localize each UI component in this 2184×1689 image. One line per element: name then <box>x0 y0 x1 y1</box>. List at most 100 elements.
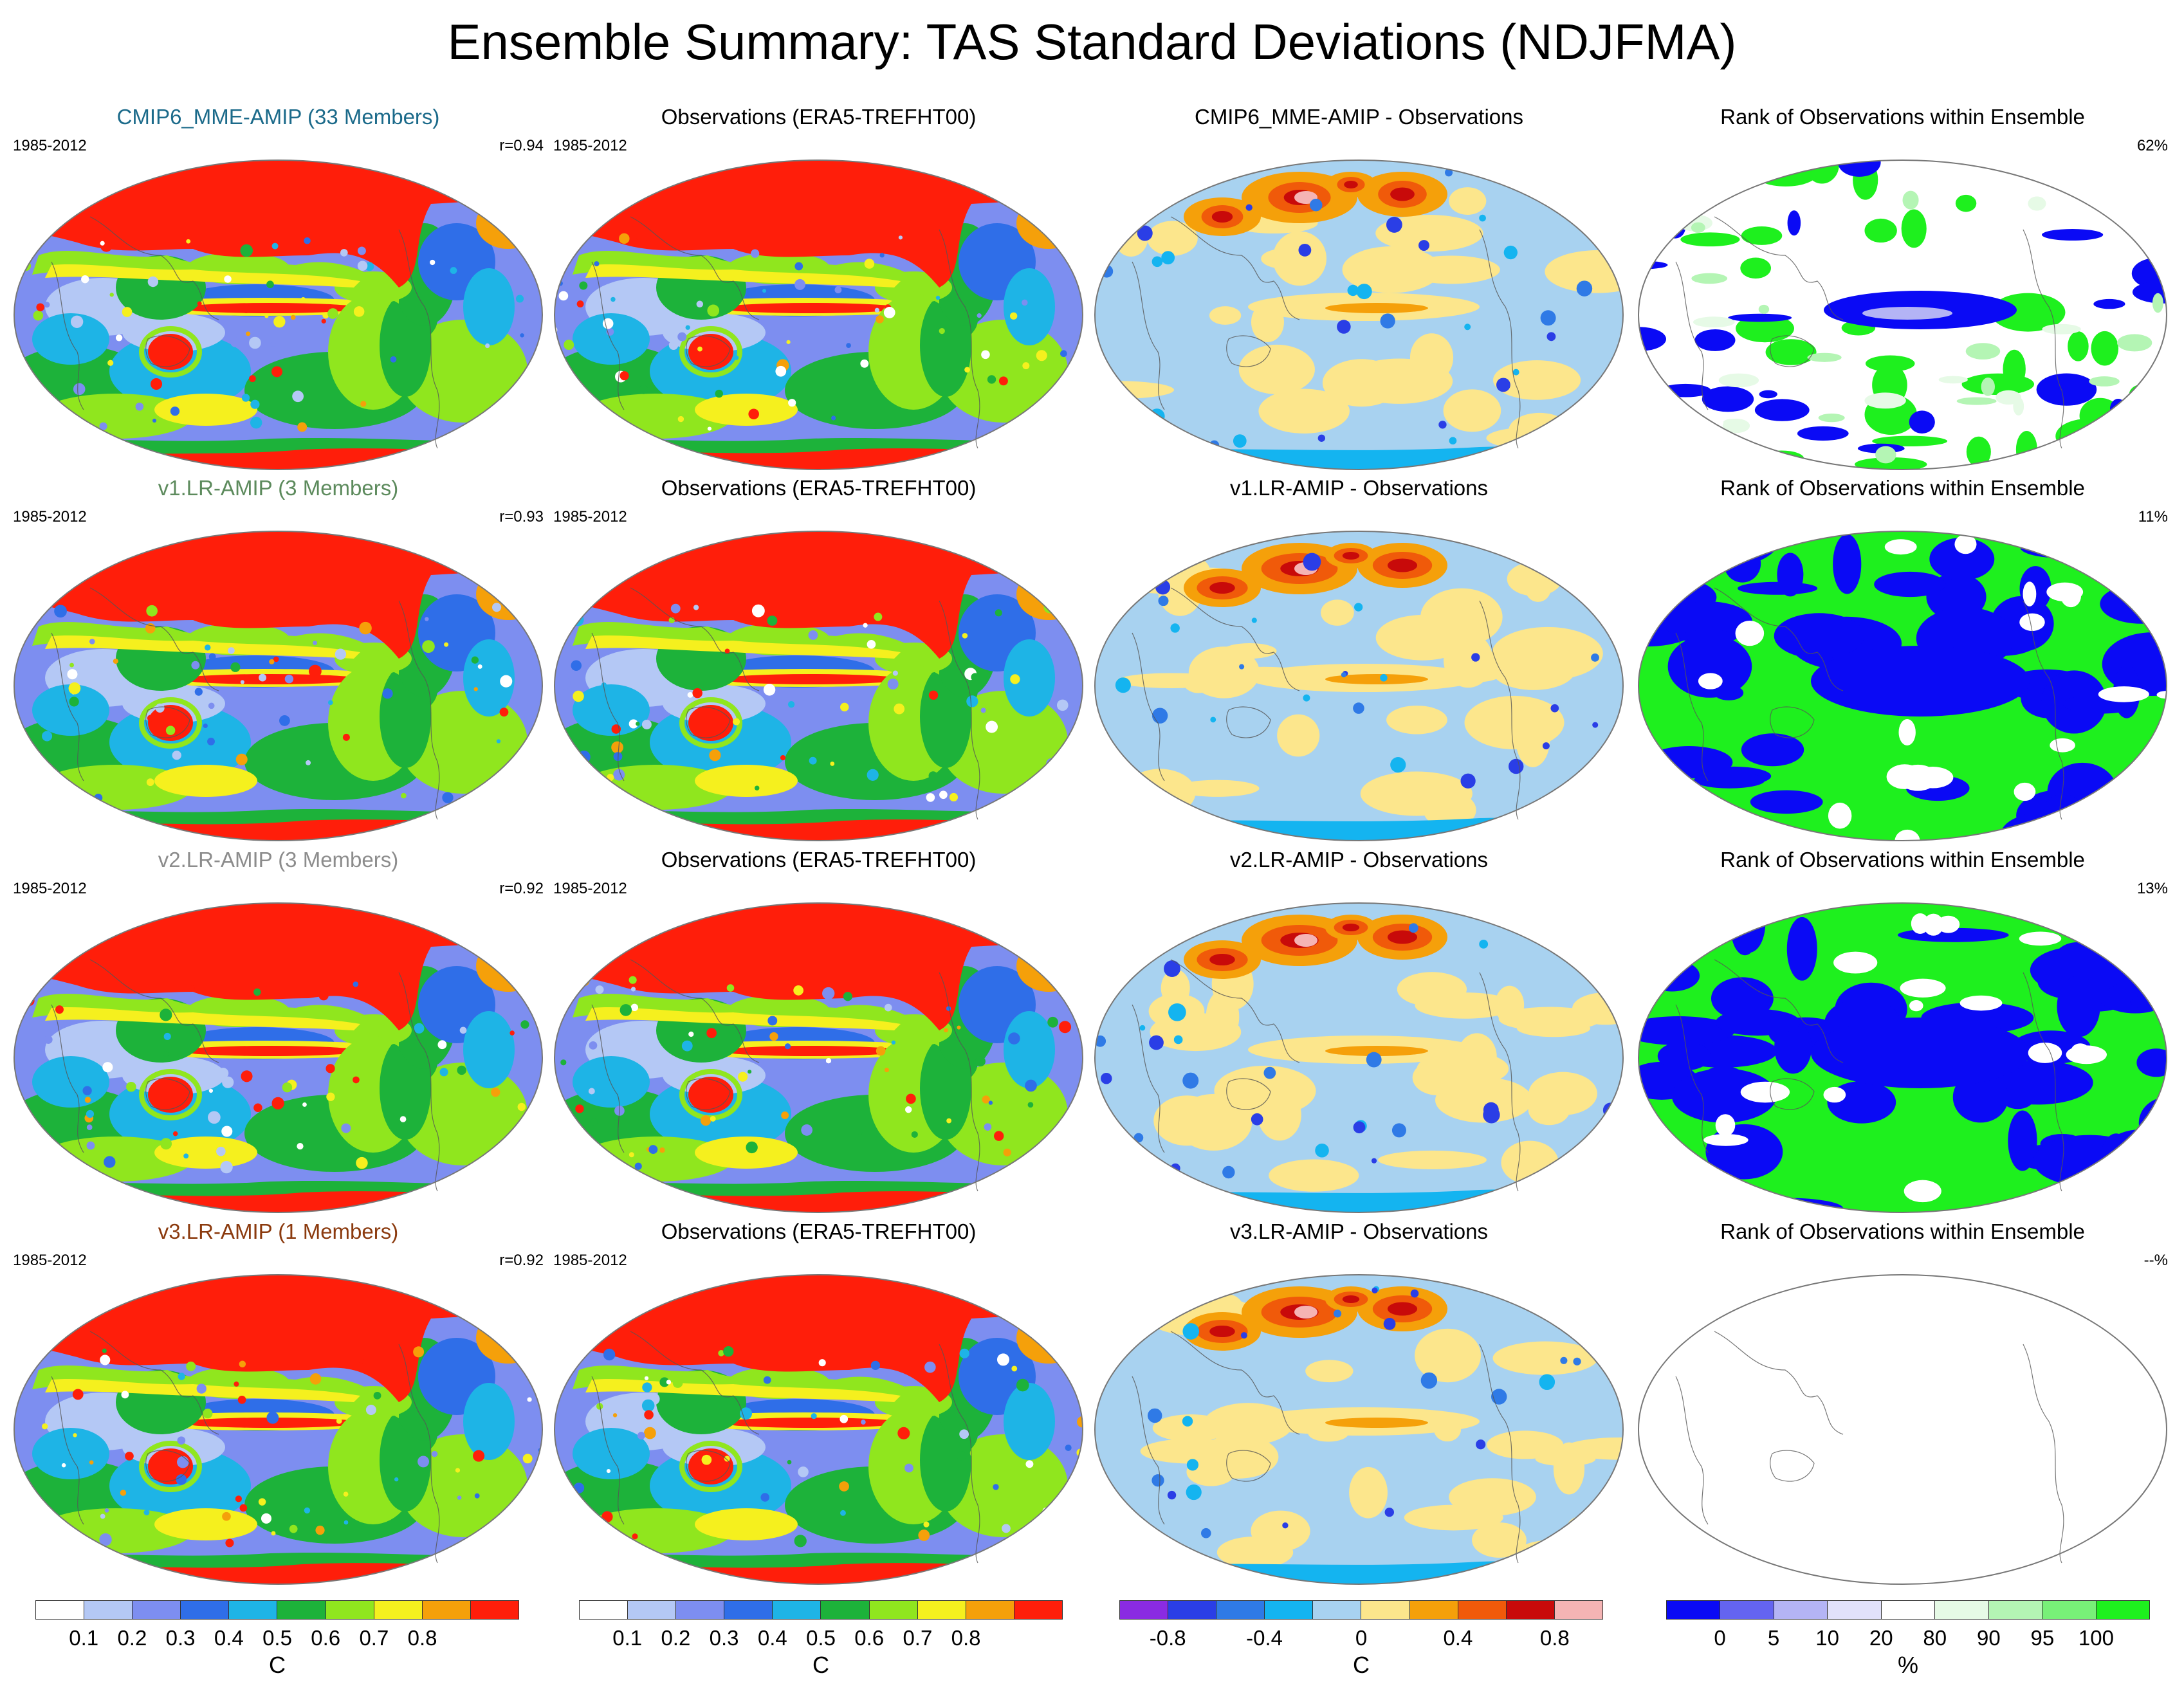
colorbar-3 <box>1666 1600 2150 1620</box>
model-std-map <box>14 160 543 470</box>
period-label: 1985-2012 <box>553 1252 627 1269</box>
rank-map <box>1638 160 2167 470</box>
rank-panel-title: Rank of Observations within Ensemble <box>1720 105 2085 129</box>
diff-panel-title: v1.LR-AMIP - Observations <box>1229 476 1489 500</box>
colorbar-swatch <box>1935 1601 1989 1619</box>
colorbar-swatch <box>181 1601 230 1619</box>
model-panel-title: v2.LR-AMIP (3 Members) <box>158 848 399 872</box>
period-label: 1985-2012 <box>553 508 627 525</box>
colorbar-unit: C <box>1353 1652 1370 1678</box>
colorbar-tick-label: 0.4 <box>1443 1626 1473 1650</box>
colorbar-tick-label: 20 <box>1869 1626 1893 1650</box>
colorbar-swatch <box>2042 1601 2097 1619</box>
colorbar-tick-label: 0.8 <box>407 1626 437 1650</box>
colorbar-tick-label: 0.5 <box>806 1626 836 1650</box>
colorbar-swatch <box>36 1601 85 1619</box>
colorbar-swatch <box>869 1601 918 1619</box>
colorbar-swatch <box>470 1601 518 1619</box>
colorbar-swatch <box>676 1601 725 1619</box>
correlation-label: r=0.92 <box>499 1252 544 1269</box>
diff-map <box>1094 902 1624 1213</box>
obs-panel-title: Observations (ERA5-TREFHT00) <box>661 105 977 129</box>
period-label: 1985-2012 <box>553 880 627 897</box>
model-std-map <box>14 1274 543 1585</box>
colorbar-tick-label: 0.6 <box>311 1626 341 1650</box>
colorbar-swatch <box>1313 1601 1362 1619</box>
colorbar-swatch <box>1720 1601 1774 1619</box>
period-label: 1985-2012 <box>13 880 87 897</box>
colorbar-swatch <box>84 1601 133 1619</box>
colorbar-swatch <box>326 1601 374 1619</box>
period-label: 1985-2012 <box>13 1252 87 1269</box>
colorbar-tick-label: 5 <box>1767 1626 1780 1650</box>
model-std-map <box>14 902 543 1213</box>
colorbar-unit: C <box>269 1652 286 1678</box>
colorbar-2 <box>1119 1600 1603 1620</box>
colorbar-swatch <box>1168 1601 1217 1619</box>
colorbar-tick-label: 0.3 <box>709 1626 739 1650</box>
colorbar-swatch <box>773 1601 821 1619</box>
correlation-label: r=0.94 <box>499 137 544 154</box>
colorbar-tick-label: 0.4 <box>757 1626 787 1650</box>
model-panel-title: CMIP6_MME-AMIP (33 Members) <box>116 105 440 129</box>
rank-percent-label: 62% <box>2136 137 2168 154</box>
colorbar-swatch <box>422 1601 471 1619</box>
rank-map <box>1638 1274 2167 1585</box>
colorbar-swatch <box>1216 1601 1265 1619</box>
colorbar-swatch <box>917 1601 966 1619</box>
model-panel-title: v1.LR-AMIP (3 Members) <box>158 476 399 500</box>
colorbar-tick-label: 0 <box>1714 1626 1726 1650</box>
colorbar-swatch <box>1120 1601 1169 1619</box>
model-panel-title: v3.LR-AMIP (1 Members) <box>158 1219 399 1243</box>
colorbar-tick-label: 0.7 <box>903 1626 933 1650</box>
colorbar-swatch <box>966 1601 1014 1619</box>
colorbar-swatch <box>277 1601 326 1619</box>
obs-panel-title: Observations (ERA5-TREFHT00) <box>661 1219 977 1243</box>
obs-std-map <box>554 160 1083 470</box>
colorbar-swatch <box>580 1601 629 1619</box>
rank-panel-title: Rank of Observations within Ensemble <box>1720 476 2085 500</box>
model-std-map <box>14 531 543 841</box>
colorbar-swatch <box>1458 1601 1507 1619</box>
rank-map <box>1638 531 2167 841</box>
colorbar-1 <box>579 1600 1063 1620</box>
colorbar-swatch <box>1828 1601 1882 1619</box>
rank-percent-label: 11% <box>2138 508 2168 525</box>
colorbar-0 <box>35 1600 519 1620</box>
colorbar-unit: % <box>1897 1652 1919 1678</box>
obs-std-map <box>554 531 1083 841</box>
colorbar-tick-label: 0.4 <box>214 1626 244 1650</box>
colorbar-tick-label: 0.6 <box>854 1626 885 1650</box>
colorbar-swatch <box>821 1601 870 1619</box>
rank-panel-title: Rank of Observations within Ensemble <box>1720 848 2085 872</box>
colorbar-tick-label: 0.8 <box>1539 1626 1570 1650</box>
colorbar-swatch <box>133 1601 181 1619</box>
colorbar-swatch <box>1881 1601 1936 1619</box>
rank-percent-label: --% <box>2143 1252 2168 1269</box>
colorbar-tick-label: 0.7 <box>359 1626 389 1650</box>
colorbar-swatch <box>1506 1601 1555 1619</box>
colorbar-swatch <box>1667 1601 1721 1619</box>
colorbar-tick-label: 0.3 <box>165 1626 196 1650</box>
obs-panel-title: Observations (ERA5-TREFHT00) <box>661 476 977 500</box>
colorbar-swatch <box>2096 1601 2149 1619</box>
colorbar-tick-label: 0.2 <box>661 1626 691 1650</box>
colorbar-tick-label: -0.4 <box>1246 1626 1283 1650</box>
colorbar-tick-label: 0.2 <box>117 1626 147 1650</box>
colorbar-tick-label: 0.8 <box>951 1626 981 1650</box>
correlation-label: r=0.92 <box>499 880 544 897</box>
colorbar-tick-label: 0 <box>1355 1626 1368 1650</box>
colorbar-tick-label: -0.8 <box>1149 1626 1186 1650</box>
diff-map <box>1094 1274 1624 1585</box>
page-title: Ensemble Summary: TAS Standard Deviation… <box>447 14 1737 70</box>
diff-panel-title: v3.LR-AMIP - Observations <box>1229 1219 1489 1243</box>
diff-map <box>1094 160 1624 470</box>
colorbar-swatch <box>1361 1601 1410 1619</box>
period-label: 1985-2012 <box>553 137 627 154</box>
colorbar-tick-label: 0.5 <box>262 1626 292 1650</box>
colorbar-tick-label: 0.1 <box>612 1626 643 1650</box>
colorbar-swatch <box>724 1601 773 1619</box>
period-label: 1985-2012 <box>13 137 87 154</box>
colorbar-tick-label: 100 <box>2078 1626 2114 1650</box>
colorbar-tick-label: 95 <box>2030 1626 2055 1650</box>
